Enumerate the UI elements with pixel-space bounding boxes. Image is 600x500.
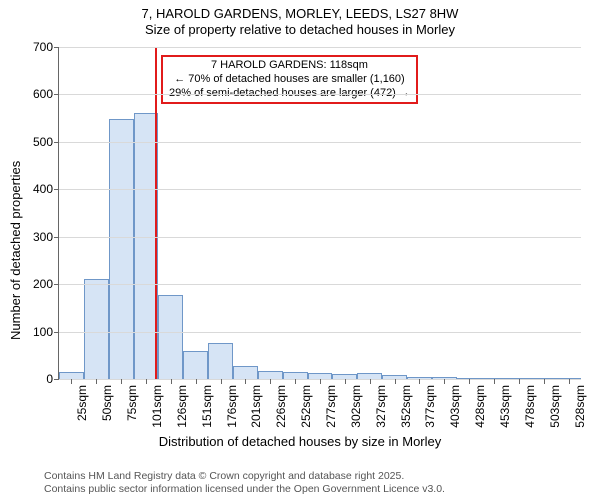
xtick-mark [171, 379, 172, 384]
ytick-label: 600 [33, 87, 53, 101]
histogram-bar [183, 351, 208, 379]
histogram-bar [84, 279, 109, 379]
ytick-label: 0 [46, 372, 53, 386]
chart-plot-area: 7 HAROLD GARDENS: 118sqm ← 70% of detach… [58, 47, 581, 380]
histogram-bar [283, 372, 308, 379]
xtick-label: 528sqm [573, 385, 587, 428]
xtick-mark [146, 379, 147, 384]
annotation-line-3: 29% of semi-detached houses are larger (… [169, 87, 410, 101]
xtick-label: 302sqm [349, 385, 363, 428]
xtick-label: 126sqm [175, 385, 189, 428]
ytick-mark [54, 332, 59, 333]
annotation-line-2: ← 70% of detached houses are smaller (1,… [169, 73, 410, 87]
chart-title-block: 7, HAROLD GARDENS, MORLEY, LEEDS, LS27 8… [0, 0, 600, 39]
ytick-mark [54, 237, 59, 238]
xtick-mark [469, 379, 470, 384]
xtick-mark [221, 379, 222, 384]
xtick-mark [71, 379, 72, 384]
xtick-label: 377sqm [423, 385, 437, 428]
gridline [59, 94, 581, 95]
xtick-mark [544, 379, 545, 384]
xtick-mark [320, 379, 321, 384]
title-line-2: Size of property relative to detached ho… [0, 22, 600, 38]
xtick-label: 327sqm [374, 385, 388, 428]
xtick-mark [121, 379, 122, 384]
xtick-label: 226sqm [274, 385, 288, 428]
ytick-mark [54, 142, 59, 143]
footer-attribution: Contains HM Land Registry data © Crown c… [44, 470, 445, 495]
histogram-bar [109, 119, 134, 379]
x-axis-label: Distribution of detached houses by size … [0, 434, 600, 449]
ytick-label: 700 [33, 40, 53, 54]
xtick-label: 201sqm [249, 385, 263, 428]
xtick-mark [196, 379, 197, 384]
xtick-label: 403sqm [448, 385, 462, 428]
title-line-1: 7, HAROLD GARDENS, MORLEY, LEEDS, LS27 8… [0, 6, 600, 22]
gridline [59, 142, 581, 143]
ytick-label: 400 [33, 182, 53, 196]
ytick-mark [54, 47, 59, 48]
gridline [59, 284, 581, 285]
xtick-label: 252sqm [299, 385, 313, 428]
ytick-label: 200 [33, 277, 53, 291]
gridline [59, 47, 581, 48]
ytick-mark [54, 189, 59, 190]
xtick-label: 75sqm [125, 385, 139, 421]
ytick-mark [54, 94, 59, 95]
xtick-mark [569, 379, 570, 384]
xtick-label: 25sqm [75, 385, 89, 421]
xtick-mark [444, 379, 445, 384]
footer-line-1: Contains HM Land Registry data © Crown c… [44, 470, 445, 483]
xtick-mark [245, 379, 246, 384]
ytick-mark [54, 379, 59, 380]
ytick-mark [54, 284, 59, 285]
footer-line-2: Contains public sector information licen… [44, 483, 445, 496]
xtick-label: 277sqm [324, 385, 338, 428]
xtick-label: 352sqm [399, 385, 413, 428]
xtick-label: 50sqm [100, 385, 114, 421]
property-marker-line [155, 47, 157, 379]
xtick-label: 453sqm [498, 385, 512, 428]
gridline [59, 189, 581, 190]
y-axis-label: Number of detached properties [8, 161, 23, 340]
xtick-label: 176sqm [225, 385, 239, 428]
xtick-mark [345, 379, 346, 384]
ytick-label: 100 [33, 325, 53, 339]
xtick-label: 101sqm [150, 385, 164, 428]
xtick-mark [370, 379, 371, 384]
xtick-mark [270, 379, 271, 384]
xtick-mark [494, 379, 495, 384]
xtick-mark [96, 379, 97, 384]
annotation-box: 7 HAROLD GARDENS: 118sqm ← 70% of detach… [161, 55, 418, 104]
histogram-bar [158, 295, 183, 379]
histogram-bar [59, 372, 84, 379]
xtick-mark [395, 379, 396, 384]
xtick-mark [419, 379, 420, 384]
histogram-bar [233, 366, 258, 379]
ytick-label: 300 [33, 230, 53, 244]
xtick-label: 428sqm [473, 385, 487, 428]
ytick-label: 500 [33, 135, 53, 149]
gridline [59, 237, 581, 238]
gridline [59, 332, 581, 333]
xtick-label: 151sqm [200, 385, 214, 428]
histogram-bar [258, 371, 283, 379]
annotation-line-1: 7 HAROLD GARDENS: 118sqm [169, 59, 410, 73]
xtick-label: 478sqm [523, 385, 537, 428]
xtick-mark [519, 379, 520, 384]
xtick-label: 503sqm [548, 385, 562, 428]
histogram-bar [208, 343, 233, 379]
xtick-mark [295, 379, 296, 384]
